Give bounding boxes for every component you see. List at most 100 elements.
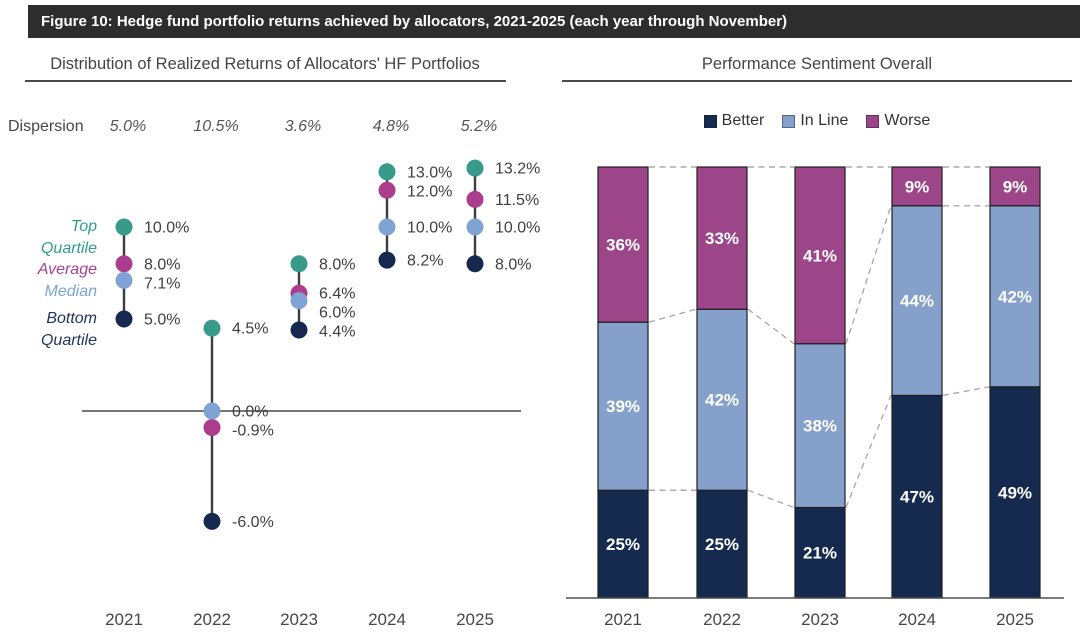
bar-segment-worse-2023 [794,166,846,345]
figure-title: Figure 10: Hedge fund portfolio returns … [41,13,788,30]
legend-swatch-in-line-icon [782,114,796,128]
series-connector-line [845,205,892,344]
bar-segment-in-line-2025 [989,205,1041,388]
row-label-median: Median [44,283,97,300]
dispersion-value-2023: 3.6% [284,118,322,135]
bar-segment-label-in-line-2024: 44% [900,292,934,311]
dispersion-value-2021: 5.0% [109,118,147,135]
legend-label-worse: Worse [884,112,931,129]
right-panel-title: Performance Sentiment Overall [701,55,933,73]
dispersion-label: Dispersion [8,118,84,135]
bar-segment-label-in-line-2022: 42% [705,391,739,410]
value-label-2023: 6.0% [319,305,355,322]
series-connector-line [648,308,697,323]
dot-average-2024 [378,181,396,199]
dot-average-2021 [115,255,133,273]
value-label-2023: 6.4% [319,286,355,303]
row-label-top-quartile: Top Quartile [40,218,97,257]
bar-segment-label-worse-2023: 41% [803,246,837,265]
bar-segment-label-worse-2022: 33% [705,229,739,248]
dot-top-quartile-2023 [290,255,308,273]
dispersion-value-2022: 10.5% [193,118,239,135]
x-axis-label-right-2021: 2021 [604,610,642,629]
bar-segment-label-better-2023: 21% [803,544,837,563]
legend-swatch-worse-icon [866,114,880,128]
value-label-2021: 10.0% [144,220,189,237]
legend-swatch-better-icon [703,114,717,128]
value-label-2025: 8.0% [495,256,531,273]
dot-top-quartile-2024 [378,163,396,181]
dot-bottom-quartile-2021 [115,310,133,328]
value-label-2022: 0.0% [232,404,268,421]
left-panel-title-underline [25,80,506,82]
bar-segment-label-better-2022: 25% [705,535,739,554]
dot-median-2022 [203,402,221,420]
value-label-2024: 8.2% [407,253,443,270]
value-label-2023: 4.4% [319,324,355,341]
bar-segment-worse-2025 [989,166,1041,207]
x-axis-label-left-2024: 2024 [368,610,406,629]
dot-median-2023 [290,292,308,310]
bar-segment-label-worse-2024: 9% [905,177,930,196]
legend-label-in-line: In Line [800,112,849,129]
value-label-2022: 4.5% [232,321,268,338]
value-label-2024: 10.0% [407,220,452,237]
dot-average-2025 [466,190,484,208]
right-panel-title-underline [562,80,1072,82]
bar-segment-label-worse-2021: 36% [606,236,640,255]
bar-segment-label-in-line-2025: 42% [998,287,1032,306]
value-label-2024: 13.0% [407,164,452,181]
series-connector-line [845,395,892,508]
legend: Better In Line Worse [562,112,1072,130]
value-label-2022: -6.0% [232,514,274,531]
dispersion-value-2024: 4.8% [372,118,410,135]
bar-segment-in-line-2023 [794,343,846,509]
value-label-2023: 8.0% [319,256,355,273]
bar-segment-label-worse-2025: 9% [1003,177,1028,196]
value-label-2021: 8.0% [144,256,180,273]
dot-top-quartile-2025 [466,159,484,177]
dot-median-2024 [378,218,396,236]
legend-item-better: Better [703,112,765,130]
bar-segment-label-better-2024: 47% [900,488,934,507]
x-axis-label-left-2023: 2023 [280,610,318,629]
bar-segment-in-line-2024 [891,205,943,397]
value-label-2024: 12.0% [407,183,452,200]
x-axis-label-left-2025: 2025 [456,610,494,629]
row-label-bottom-quartile: Bottom Quartile [40,310,97,349]
bar-segment-in-line-2021 [597,321,649,491]
row-label-average: Average [37,261,97,278]
value-label-2025: 10.0% [495,220,540,237]
bar-segment-worse-2021 [597,166,649,323]
dot-bottom-quartile-2022 [203,512,221,530]
dispersion-value-2025: 5.2% [460,118,498,135]
dot-median-2021 [115,271,133,289]
dot-average-2022 [203,419,221,437]
series-connector-line [942,386,990,397]
legend-item-in-line: In Line [782,112,848,130]
bar-segment-better-2023 [794,506,846,599]
bar-segment-label-better-2025: 49% [998,483,1032,502]
value-label-2025: 13.2% [495,161,540,178]
dot-median-2025 [466,218,484,236]
value-label-2021: 7.1% [144,275,180,292]
bar-segment-better-2024 [891,394,943,599]
figure-title-bar: Figure 10: Hedge fund portfolio returns … [28,5,1080,38]
bar-segment-better-2021 [597,489,649,599]
series-connector-line [747,308,795,345]
bar-segment-better-2022 [696,489,748,599]
x-axis-label-left-2022: 2022 [193,610,231,629]
bar-segment-label-in-line-2023: 38% [803,417,837,436]
legend-label-better: Better [721,112,765,129]
x-axis-label-right-2024: 2024 [898,610,936,629]
dot-bottom-quartile-2025 [466,255,484,273]
value-label-2025: 11.5% [495,192,539,209]
x-axis-label-right-2025: 2025 [996,610,1034,629]
left-panel-title: Distribution of Realized Returns of Allo… [50,55,480,73]
dot-bottom-quartile-2024 [378,251,396,269]
bar-segment-label-in-line-2021: 39% [606,397,640,416]
legend-item-worse: Worse [866,112,930,130]
bar-segment-worse-2022 [696,166,748,310]
x-axis-label-right-2022: 2022 [703,610,741,629]
